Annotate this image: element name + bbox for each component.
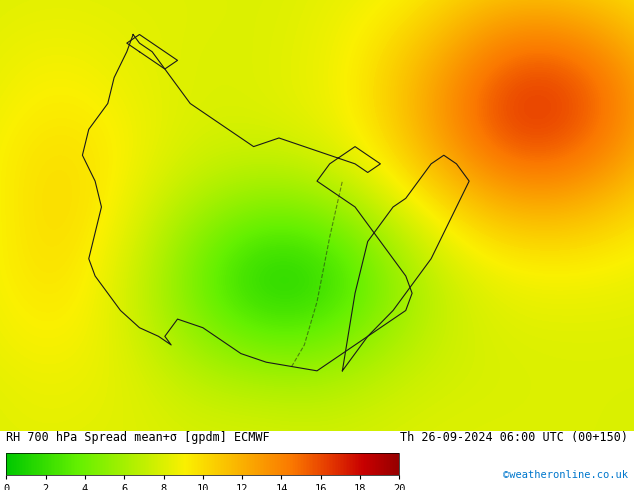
Text: ©weatheronline.co.uk: ©weatheronline.co.uk — [503, 470, 628, 480]
Text: RH 700 hPa Spread mean+σ [gpdm] ECMWF: RH 700 hPa Spread mean+σ [gpdm] ECMWF — [6, 431, 270, 444]
Text: Th 26-09-2024 06:00 UTC (00+150): Th 26-09-2024 06:00 UTC (00+150) — [399, 431, 628, 444]
